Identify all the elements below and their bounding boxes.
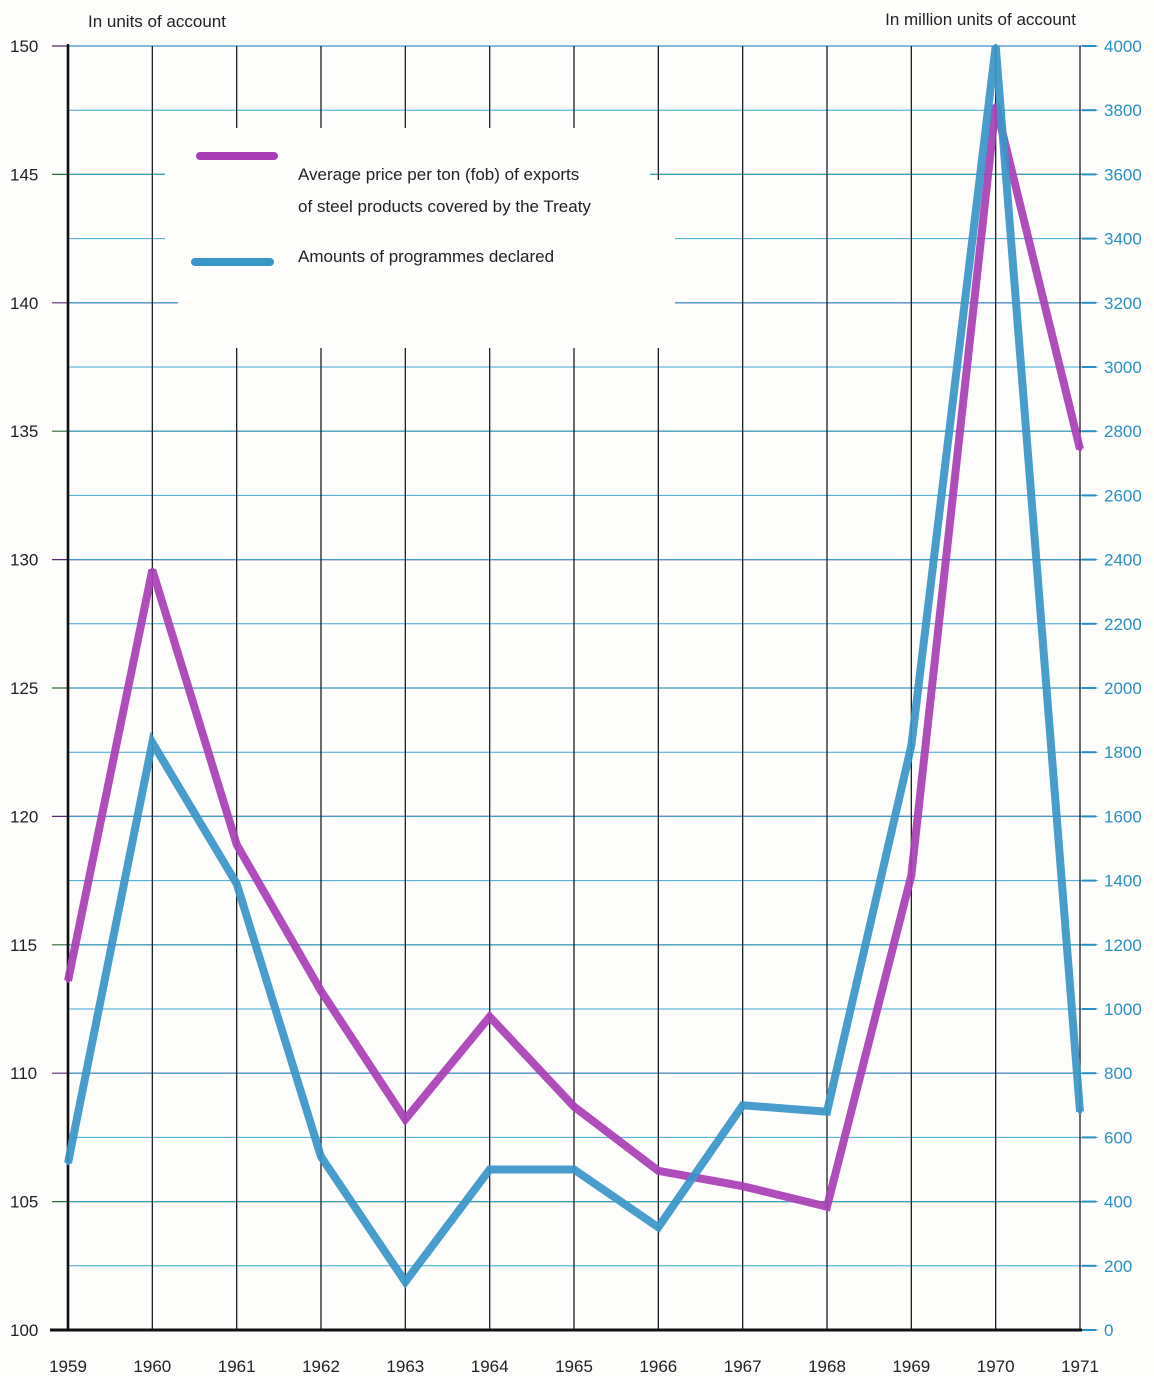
legend-label: Average price per ton (fob) of exports [298, 165, 579, 184]
y-right-tick-label: 3200 [1104, 294, 1142, 313]
data-point-series-0 [825, 1204, 829, 1209]
y-right-tick-label: 0 [1104, 1321, 1113, 1340]
data-point-series-0 [572, 1104, 576, 1109]
right-axis-title: In million units of account [885, 10, 1076, 29]
x-tick-label: 1967 [724, 1357, 762, 1376]
legend-swatch-area [165, 155, 265, 295]
x-tick-label: 1965 [555, 1357, 593, 1376]
y-left-tick-label: 140 [10, 294, 38, 313]
x-tick-label: 1969 [892, 1357, 930, 1376]
legend: Average price per ton (fob) of exports of… [165, 128, 675, 348]
x-tick-label: 1970 [977, 1357, 1015, 1376]
x-tick-label: 1971 [1061, 1357, 1099, 1376]
data-point-series-0 [1078, 447, 1082, 452]
data-point-series-1 [993, 44, 998, 48]
y-right-tick-label: 200 [1104, 1257, 1132, 1276]
data-point-series-1 [487, 1167, 492, 1172]
y-right-tick-label: 1000 [1104, 1000, 1142, 1019]
data-point-series-1 [319, 1154, 323, 1159]
y-right-tick-label: 2600 [1104, 486, 1142, 505]
x-tick-label: 1968 [808, 1357, 846, 1376]
x-tick-label: 1960 [133, 1357, 171, 1376]
y-left-tick-label: 135 [10, 422, 38, 441]
data-point-series-0 [150, 567, 155, 572]
data-point-series-0 [740, 1184, 745, 1189]
y-left-tick-label: 105 [10, 1193, 38, 1212]
y-right-tick-label: 2400 [1104, 551, 1142, 570]
x-tick-label: 1966 [639, 1357, 677, 1376]
y-right-tick-label: 1200 [1104, 936, 1142, 955]
left-axis-title: In units of account [88, 12, 226, 31]
data-point-series-1 [572, 1167, 576, 1172]
x-tick-label: 1963 [386, 1357, 424, 1376]
legend-label: Amounts of programmes declared [298, 247, 554, 266]
data-point-series-0 [909, 873, 914, 878]
y-right-tick-label: 1600 [1104, 807, 1142, 826]
y-right-tick-label: 3000 [1104, 358, 1142, 377]
data-point-series-1 [66, 1161, 70, 1166]
y-right-tick-label: 800 [1104, 1064, 1132, 1083]
data-point-series-1 [909, 743, 914, 748]
y-right-tick-label: 2800 [1104, 422, 1142, 441]
data-point-series-1 [150, 740, 155, 745]
y-right-tick-label: 2200 [1104, 615, 1142, 634]
y-right-tick-label: 600 [1104, 1128, 1132, 1147]
x-tick-label: 1962 [302, 1357, 340, 1376]
y-left-tick-label: 125 [10, 679, 38, 698]
y-left-tick-label: 110 [10, 1064, 37, 1083]
axes [50, 44, 1096, 1332]
data-point-series-1 [656, 1225, 661, 1230]
data-point-series-1 [403, 1279, 408, 1284]
series-group [64, 44, 1084, 1289]
x-tick-label: 1961 [218, 1357, 256, 1376]
data-point-series-1 [1078, 1109, 1082, 1114]
y-right-tick-label: 1800 [1104, 743, 1142, 762]
tick-labels: In units of account In million units of a… [10, 10, 1142, 1376]
data-point-series-1 [740, 1103, 745, 1108]
legend-label: of steel products covered by the Treaty [298, 197, 591, 216]
y-right-tick-label: 1400 [1104, 872, 1142, 891]
data-point-series-0 [656, 1168, 661, 1173]
data-point-series-1 [234, 881, 239, 886]
data-point-series-0 [66, 978, 70, 983]
data-point-series-0 [319, 989, 323, 994]
y-right-tick-label: 400 [1104, 1193, 1132, 1212]
x-tick-label: 1959 [49, 1357, 87, 1376]
data-point-series-0 [487, 1014, 492, 1019]
data-point-series-1 [825, 1109, 829, 1114]
legend-background-right [620, 180, 675, 348]
y-left-tick-label: 120 [10, 807, 38, 826]
data-point-series-0 [234, 842, 239, 847]
y-right-tick-label: 3400 [1104, 230, 1142, 249]
y-right-tick-label: 4000 [1104, 37, 1142, 56]
y-right-tick-label: 2000 [1104, 679, 1142, 698]
y-left-tick-label: 150 [10, 37, 38, 56]
y-left-tick-label: 100 [10, 1321, 38, 1340]
y-right-tick-label: 3800 [1104, 101, 1142, 120]
y-left-tick-label: 115 [10, 936, 37, 955]
x-tick-label: 1964 [471, 1357, 509, 1376]
y-left-tick-label: 145 [10, 165, 38, 184]
data-point-series-0 [403, 1117, 408, 1122]
y-left-tick-label: 130 [10, 551, 38, 570]
y-right-tick-label: 3600 [1104, 165, 1142, 184]
